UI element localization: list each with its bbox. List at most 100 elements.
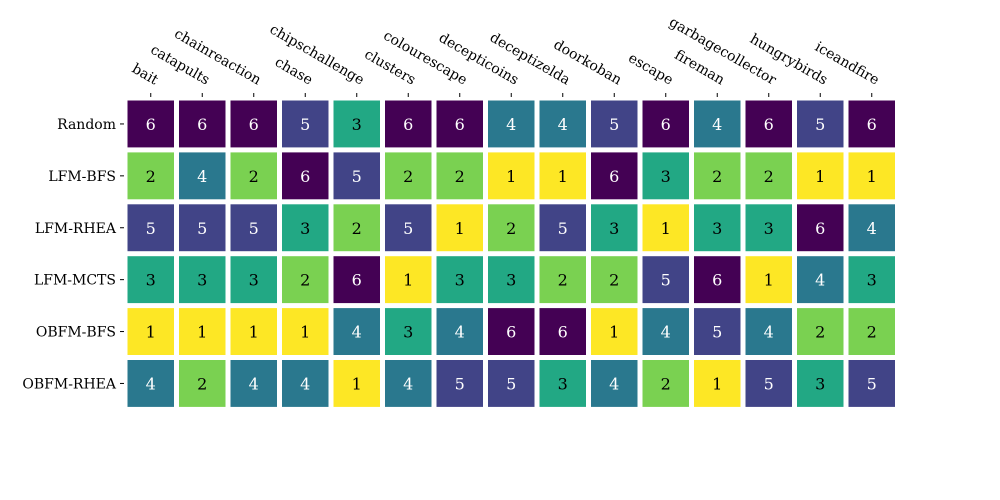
cell-value-label: 6 bbox=[661, 115, 671, 134]
cell-value-label: 1 bbox=[352, 374, 362, 393]
heatmap-cell bbox=[436, 308, 483, 355]
heatmap-cell bbox=[797, 256, 844, 304]
cell-value-label: 2 bbox=[403, 167, 413, 186]
heatmap-cell bbox=[127, 308, 174, 355]
heatmap-cell bbox=[230, 308, 277, 355]
heatmap-cell bbox=[230, 360, 277, 407]
cell-value-label: 3 bbox=[558, 374, 568, 393]
cell-value-label: 1 bbox=[558, 167, 568, 186]
cell-value-label: 6 bbox=[146, 115, 156, 134]
heatmap-cell bbox=[127, 360, 174, 407]
cell-value-label: 6 bbox=[403, 115, 413, 134]
cell-value-label: 6 bbox=[867, 115, 877, 134]
heatmap-cell bbox=[127, 204, 174, 252]
column-tick-label: bait bbox=[129, 61, 161, 89]
cell-value-label: 6 bbox=[506, 323, 516, 342]
heatmap-cell bbox=[333, 204, 380, 252]
cell-value-label: 3 bbox=[867, 271, 877, 290]
cell-value-label: 1 bbox=[764, 271, 774, 290]
heatmap-cell bbox=[848, 204, 895, 252]
cell-value-label: 3 bbox=[352, 115, 362, 134]
cell-value-label: 3 bbox=[661, 167, 671, 186]
heatmap-cell bbox=[539, 152, 586, 200]
heatmap-cell bbox=[385, 256, 432, 304]
heatmap-cell bbox=[797, 152, 844, 200]
row-tick-label: OBFM-BFS bbox=[36, 325, 116, 341]
heatmap-cell bbox=[848, 256, 895, 304]
column-tick-label: chainreaction bbox=[171, 26, 263, 89]
heatmap-cell bbox=[179, 308, 226, 355]
cell-value-label: 4 bbox=[661, 323, 671, 342]
cell-value-label: 5 bbox=[352, 167, 362, 186]
heatmap-cell bbox=[694, 100, 741, 148]
cell-value-label: 6 bbox=[455, 115, 465, 134]
cell-value-label: 5 bbox=[712, 323, 722, 342]
cell-value-label: 2 bbox=[506, 219, 516, 238]
heatmap-cell bbox=[642, 308, 689, 355]
cell-value-label: 2 bbox=[661, 374, 671, 393]
heatmap-cell bbox=[333, 360, 380, 407]
heatmap-cell bbox=[282, 360, 329, 407]
cell-value-label: 1 bbox=[455, 219, 465, 238]
cell-value-label: 5 bbox=[815, 115, 825, 134]
cell-value-label: 1 bbox=[146, 323, 156, 342]
heatmap-cell bbox=[591, 360, 638, 407]
cell-value-label: 5 bbox=[455, 374, 465, 393]
heatmap-cell bbox=[282, 152, 329, 200]
heatmap-cell bbox=[333, 308, 380, 355]
cell-value-label: 4 bbox=[609, 374, 619, 393]
cell-value-label: 3 bbox=[197, 271, 207, 290]
heatmap-cell bbox=[745, 360, 792, 407]
cell-value-label: 5 bbox=[146, 219, 156, 238]
heatmap-cell bbox=[745, 152, 792, 200]
row-labels: Random LFM-BFS LFM-RHEA LFM-MCTS OBFM-BFS OBF… bbox=[22, 117, 124, 392]
cell-value-label: 3 bbox=[712, 219, 722, 238]
heatmap-cell bbox=[385, 204, 432, 252]
heatmap-cell bbox=[385, 360, 432, 407]
heatmap-cell bbox=[797, 360, 844, 407]
heatmap-cell bbox=[591, 256, 638, 304]
heatmap-cell bbox=[591, 152, 638, 200]
cell-value-label: 4 bbox=[867, 219, 877, 238]
row-tick-label: LFM-RHEA bbox=[35, 221, 117, 237]
heatmap-cell bbox=[282, 308, 329, 355]
cell-value-label: 1 bbox=[609, 323, 619, 342]
cell-value-label: 5 bbox=[609, 115, 619, 134]
row-tick-label: OBFM-RHEA bbox=[22, 376, 117, 392]
heatmap-cell bbox=[745, 100, 792, 148]
heatmap-cell bbox=[642, 152, 689, 200]
cell-value-label: 4 bbox=[764, 323, 774, 342]
heatmap-cell bbox=[488, 204, 535, 252]
heatmap-cell bbox=[179, 100, 226, 148]
cell-value-label: 5 bbox=[661, 271, 671, 290]
cell-value-label: 3 bbox=[764, 219, 774, 238]
cell-value-label: 2 bbox=[455, 167, 465, 186]
column-tick-label: escape bbox=[625, 50, 675, 88]
heatmap-cell bbox=[436, 152, 483, 200]
cell-value-label: 6 bbox=[815, 219, 825, 238]
heatmap-cell bbox=[436, 360, 483, 407]
heatmap-cell bbox=[385, 100, 432, 148]
cell-value-label: 3 bbox=[506, 271, 516, 290]
cell-value-label: 2 bbox=[146, 167, 156, 186]
cell-value-label: 2 bbox=[815, 323, 825, 342]
cell-value-label: 4 bbox=[455, 323, 465, 342]
cell-value-label: 1 bbox=[249, 323, 259, 342]
heatmap-cell bbox=[230, 100, 277, 148]
cell-value-label: 1 bbox=[506, 167, 516, 186]
cell-value-label: 4 bbox=[815, 271, 825, 290]
cell-value-label: 1 bbox=[661, 219, 671, 238]
cell-value-label: 4 bbox=[558, 115, 568, 134]
cell-value-label: 5 bbox=[558, 219, 568, 238]
heatmap-cell bbox=[539, 100, 586, 148]
heatmap-cell bbox=[591, 308, 638, 355]
heatmap-cell bbox=[385, 308, 432, 355]
cell-value-label: 2 bbox=[712, 167, 722, 186]
heatmap-cell bbox=[797, 100, 844, 148]
cell-value-label: 4 bbox=[146, 374, 156, 393]
heatmap-cell bbox=[488, 256, 535, 304]
heatmap-cell bbox=[694, 360, 741, 407]
heatmap-cell bbox=[745, 308, 792, 355]
heatmap-cell bbox=[230, 152, 277, 200]
